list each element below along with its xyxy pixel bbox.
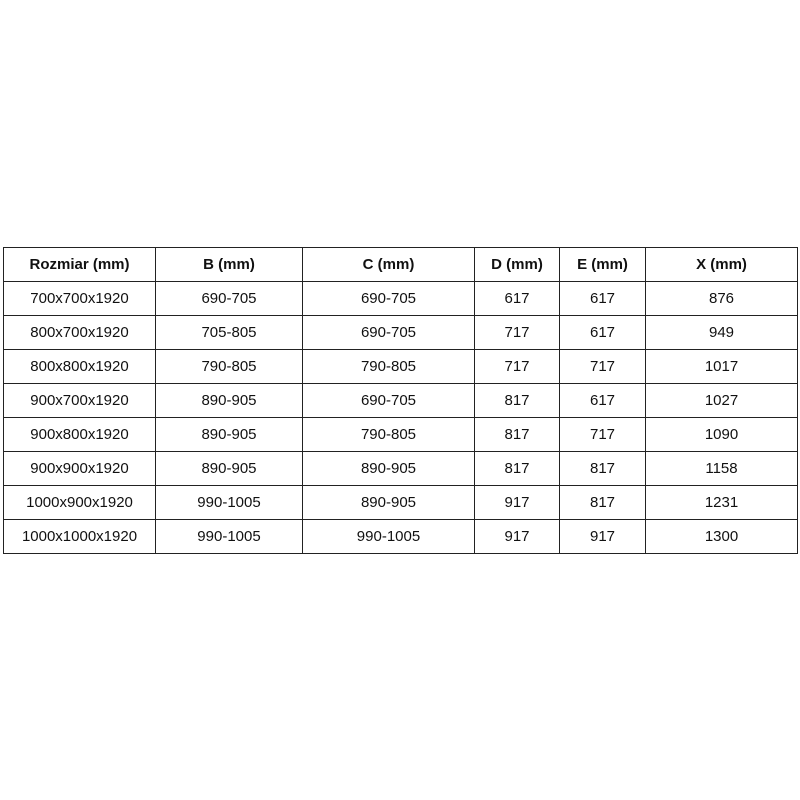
table-cell: 876	[645, 281, 798, 316]
table-cell: 1000x1000x1920	[3, 519, 156, 554]
column-header: D (mm)	[474, 247, 560, 282]
table-cell: 690-705	[302, 315, 475, 350]
table-cell: 617	[559, 315, 646, 350]
table-cell: 890-905	[302, 451, 475, 486]
table-cell: 717	[559, 417, 646, 452]
table-cell: 1090	[645, 417, 798, 452]
table-cell: 1231	[645, 485, 798, 520]
table-row: 900x800x1920 890-905 790-805 817 717 1090	[3, 417, 798, 452]
table-cell: 705-805	[155, 315, 303, 350]
header-row: Rozmiar (mm) B (mm) C (mm) D (mm) E (mm) X (m…	[3, 247, 798, 282]
table-cell: 900x700x1920	[3, 383, 156, 418]
table-cell: 817	[474, 451, 560, 486]
table-row: 800x700x1920 705-805 690-705 717 617 949	[3, 315, 798, 350]
column-header: C (mm)	[302, 247, 475, 282]
table-cell: 817	[474, 417, 560, 452]
table-cell: 990-1005	[155, 485, 303, 520]
table-cell: 1000x900x1920	[3, 485, 156, 520]
table-cell: 917	[559, 519, 646, 554]
column-header: E (mm)	[559, 247, 646, 282]
column-header: B (mm)	[155, 247, 303, 282]
table-cell: 917	[474, 485, 560, 520]
table-cell: 700x700x1920	[3, 281, 156, 316]
table-cell: 890-905	[155, 417, 303, 452]
table-cell: 790-805	[302, 349, 475, 384]
table-cell: 900x800x1920	[3, 417, 156, 452]
table-cell: 800x800x1920	[3, 349, 156, 384]
table-cell: 890-905	[302, 485, 475, 520]
table-cell: 990-1005	[155, 519, 303, 554]
table-cell: 617	[559, 383, 646, 418]
table-cell: 1300	[645, 519, 798, 554]
table-cell: 917	[474, 519, 560, 554]
table-cell: 790-805	[302, 417, 475, 452]
table-cell: 817	[559, 485, 646, 520]
dimensions-table: Rozmiar (mm) B (mm) C (mm) D (mm) E (mm) X (m…	[3, 247, 798, 554]
table-cell: 690-705	[302, 281, 475, 316]
table-cell: 717	[559, 349, 646, 384]
table-cell: 1158	[645, 451, 798, 486]
table-cell: 900x900x1920	[3, 451, 156, 486]
table-cell: 817	[474, 383, 560, 418]
table-cell: 717	[474, 315, 560, 350]
table-cell: 1017	[645, 349, 798, 384]
table-cell: 800x700x1920	[3, 315, 156, 350]
table-cell: 690-705	[302, 383, 475, 418]
table-cell: 617	[474, 281, 560, 316]
table-cell: 890-905	[155, 451, 303, 486]
table-cell: 990-1005	[302, 519, 475, 554]
column-header: X (mm)	[645, 247, 798, 282]
table-row: 700x700x1920 690-705 690-705 617 617 876	[3, 281, 798, 316]
table-row: 800x800x1920 790-805 790-805 717 717 1017	[3, 349, 798, 384]
table-cell: 717	[474, 349, 560, 384]
table-cell: 949	[645, 315, 798, 350]
table-row: 900x900x1920 890-905 890-905 817 817 1158	[3, 451, 798, 486]
table-cell: 1027	[645, 383, 798, 418]
table-cell: 790-805	[155, 349, 303, 384]
table-cell: 817	[559, 451, 646, 486]
table-cell: 890-905	[155, 383, 303, 418]
table-row: 1000x1000x1920 990-1005 990-1005 917 917 1300	[3, 519, 798, 554]
table-row: 900x700x1920 890-905 690-705 817 617 1027	[3, 383, 798, 418]
column-header: Rozmiar (mm)	[3, 247, 156, 282]
table-row: 1000x900x1920 990-1005 890-905 917 817 1231	[3, 485, 798, 520]
table-cell: 690-705	[155, 281, 303, 316]
table-cell: 617	[559, 281, 646, 316]
